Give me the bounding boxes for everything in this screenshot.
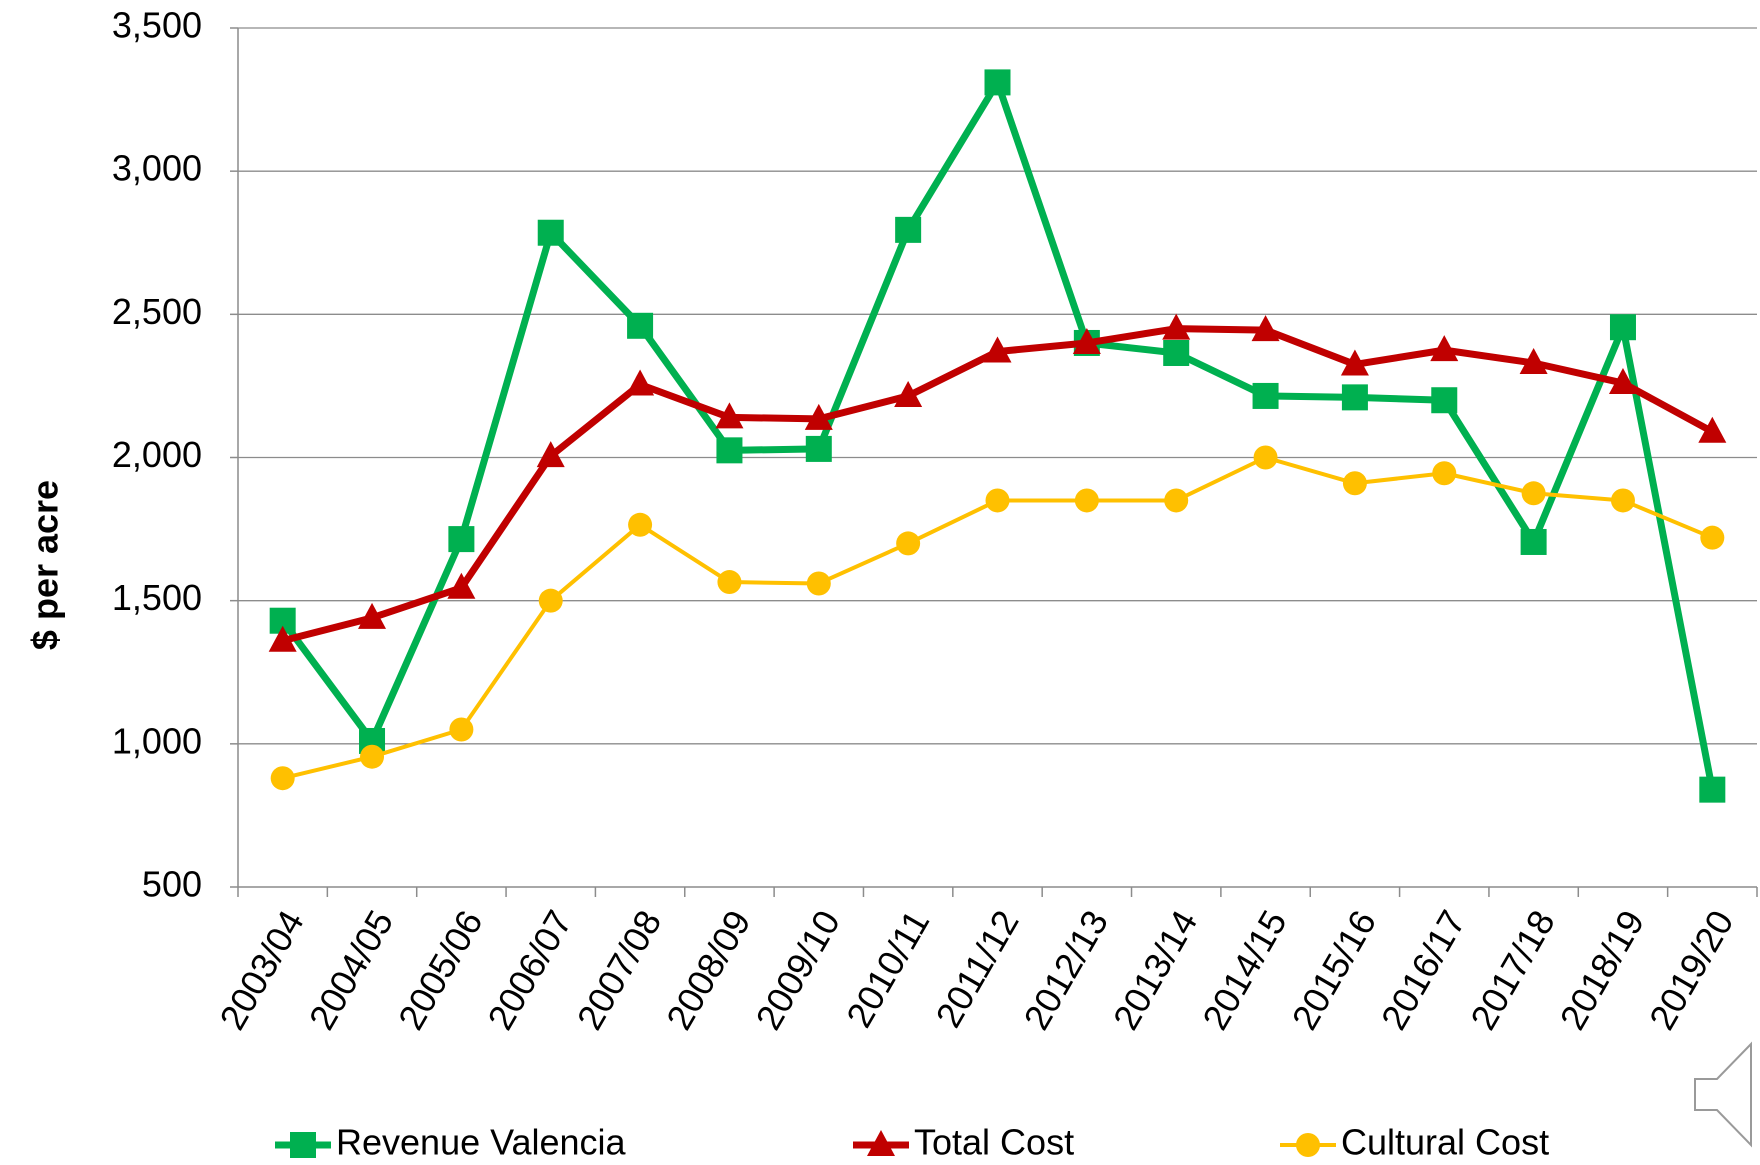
marker [1072,327,1101,354]
x-tick-label: 2011/12 [927,903,1026,1034]
marker [1430,335,1459,362]
marker [1521,481,1546,506]
marker [894,380,923,407]
marker [536,441,565,468]
marker [985,488,1010,513]
x-tick-label: 2014/15 [1194,903,1295,1036]
marker [290,1132,316,1158]
y-tick-label: 2,500 [112,291,202,332]
marker [1164,488,1189,513]
marker [1251,315,1280,342]
legend-label: Revenue Valencia [336,1122,627,1163]
x-tick-label: 2015/16 [1284,903,1385,1036]
marker [270,766,295,791]
marker [537,219,564,246]
legend-label: Cultural Cost [1341,1122,1549,1163]
x-tick-label: 2016/17 [1373,903,1474,1036]
x-tick-label: 2012/13 [1015,903,1116,1036]
marker [867,1130,895,1156]
marker [1519,348,1548,375]
x-tick-label: 2005/06 [390,903,491,1036]
x-tick-label: 2007/08 [569,903,670,1036]
marker [895,216,922,243]
marker [358,602,387,629]
marker [1296,1133,1320,1157]
marker [715,402,744,429]
marker [1163,339,1190,366]
y-tick-label: 500 [142,864,202,905]
marker [627,312,654,339]
x-tick-label: 2010/11 [838,903,937,1034]
marker [806,571,831,596]
marker [1252,382,1279,409]
marker [1342,471,1367,496]
marker [1699,776,1726,803]
marker [984,69,1011,96]
marker [1431,387,1458,414]
x-tick-label: 2018/19 [1552,903,1653,1036]
marker [1698,416,1727,443]
x-tick-label: 2009/10 [747,903,848,1036]
y-axis-label: $ per acre [25,480,66,650]
marker [1609,314,1636,341]
speaker-icon [1694,1041,1752,1148]
marker [360,744,385,769]
marker [716,437,743,464]
marker [717,570,742,595]
y-tick-label: 3,500 [112,5,202,46]
marker [896,531,921,556]
legend-item: Cultural Cost [1280,1122,1549,1163]
marker [1340,349,1369,376]
marker [447,572,476,599]
x-tick-label: 2013/14 [1105,903,1206,1036]
marker [628,512,653,537]
marker [1162,313,1191,340]
marker [449,717,474,742]
marker [1520,528,1547,555]
x-tick-label: 2003/04 [211,903,312,1036]
legend-item: Revenue Valencia [275,1122,627,1163]
x-tick-label: 2019/20 [1641,903,1742,1036]
marker [805,435,832,462]
y-tick-label: 1,500 [112,577,202,618]
series-line [279,78,1716,791]
marker [983,336,1012,363]
marker [268,625,297,652]
y-tick-label: 2,000 [112,434,202,475]
x-tick-label: 2006/07 [479,903,580,1036]
marker [1253,445,1278,470]
x-tick-label: 2004/05 [301,903,402,1036]
marker [1074,488,1099,513]
marker [804,403,833,430]
marker [626,369,655,396]
y-tick-label: 1,000 [112,720,202,761]
y-tick-label: 3,000 [112,148,202,189]
x-tick-label: 2008/09 [658,903,759,1036]
x-tick-label: 2017/18 [1462,903,1563,1036]
marker [1700,525,1725,550]
marker [1341,384,1368,411]
marker [448,526,475,553]
marker [1608,368,1637,395]
marker [1432,461,1457,486]
marker [538,588,563,613]
legend-item: Total Cost [853,1122,1074,1163]
legend-label: Total Cost [914,1122,1074,1163]
marker [1610,488,1635,513]
